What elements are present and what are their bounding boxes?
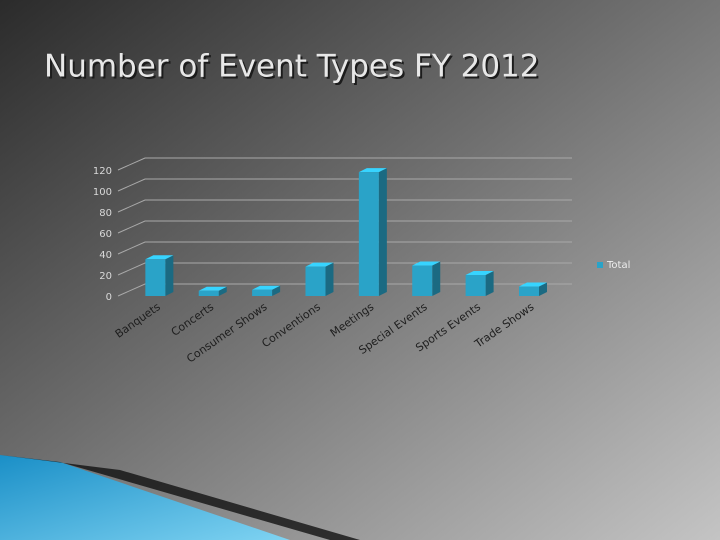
y-tick-label: 120	[93, 166, 112, 177]
bar	[358, 172, 379, 296]
y-tick-label: 60	[99, 229, 112, 240]
grid-line	[117, 241, 572, 255]
bar-side	[218, 286, 227, 296]
y-tick-label: 100	[93, 187, 112, 198]
grid-line	[117, 199, 572, 213]
grid-line	[117, 157, 572, 171]
bar-top	[145, 255, 174, 260]
legend-swatch	[597, 262, 603, 268]
bar-side	[325, 262, 334, 296]
bar-top	[518, 282, 547, 287]
bar-top	[358, 168, 387, 173]
bar-side	[485, 271, 494, 296]
bar-side	[432, 261, 441, 296]
bar	[305, 266, 326, 296]
bar-top	[198, 286, 227, 291]
bar	[465, 275, 486, 296]
legend-label: Total	[606, 260, 630, 271]
y-tick-label: 20	[99, 271, 112, 282]
bar-top	[412, 261, 441, 266]
bar-side	[272, 285, 281, 296]
y-tick-label: 0	[106, 292, 112, 303]
bar	[145, 259, 166, 296]
bar-top	[465, 271, 494, 275]
decoration	[0, 455, 290, 540]
bar	[252, 289, 273, 296]
bar-side	[538, 282, 547, 296]
chart-title-shadow: Number of Event Types FY 2012	[46, 51, 542, 87]
chart-title: Number of Event Types FY 2012	[44, 49, 540, 85]
bar-top	[305, 262, 334, 267]
y-tick-label: 40	[99, 250, 112, 261]
bar	[198, 290, 219, 296]
bar	[518, 286, 539, 296]
bar-side	[165, 255, 174, 296]
grid-line	[117, 178, 572, 192]
bar-side	[378, 168, 387, 296]
decoration	[0, 455, 360, 540]
y-tick-label: 80	[99, 208, 112, 219]
grid-line	[117, 220, 572, 234]
bar-top	[252, 285, 281, 290]
bar	[412, 265, 433, 296]
